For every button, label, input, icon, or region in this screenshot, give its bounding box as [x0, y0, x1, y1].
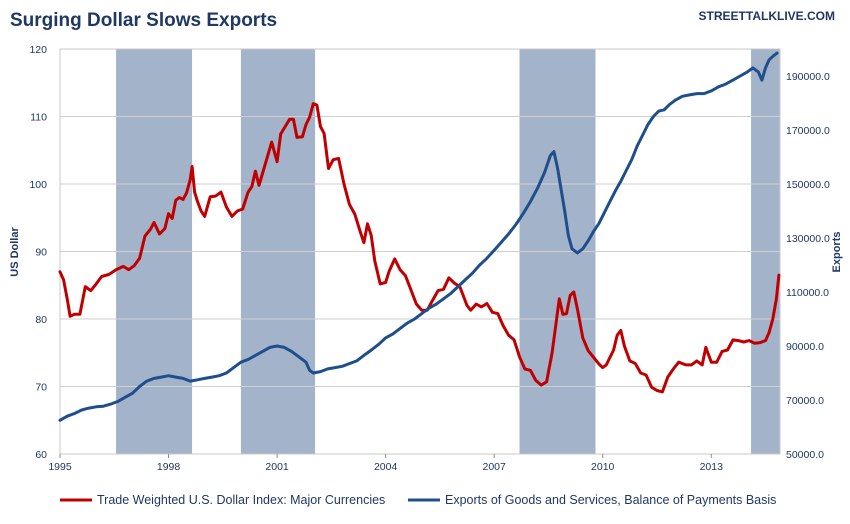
left-axis-title: US Dollar: [9, 227, 21, 277]
series-line-0: [58, 102, 781, 394]
right-tick-label-3: 110000.0: [786, 287, 829, 299]
right-tick-label-5: 150000.0: [786, 179, 830, 191]
right-axis: 50000.0 70000.0 90000.0 110000.0 130000.0 150…: [786, 71, 830, 461]
left-tick-label-0: 60: [35, 449, 47, 461]
right-tick-label-7: 190000.0: [786, 71, 830, 83]
right-axis-title: Exports: [831, 232, 843, 273]
legend: Trade Weighted U.S. Dollar Index: Major …: [60, 493, 776, 507]
left-tick-label-1: 70: [35, 382, 47, 394]
series-lines: [58, 51, 781, 422]
x-tick-label-4: 2007: [482, 461, 506, 473]
right-tick-label-1: 70000.0: [786, 395, 824, 407]
left-tick-label-2: 80: [35, 314, 47, 326]
bottom-axis: 1995 1998 2001 2004 2007 2010 2013: [48, 454, 723, 473]
x-tick-label-0: 1995: [48, 461, 72, 473]
left-tick-label-5: 110: [30, 112, 47, 124]
right-tick-label-0: 50000.0: [786, 449, 824, 461]
left-tick-label-3: 90: [35, 247, 47, 259]
right-tick-label-6: 170000.0: [786, 125, 830, 137]
right-tick-label-4: 130000.0: [786, 233, 830, 245]
chart-title: Surging Dollar Slows Exports: [10, 10, 277, 31]
legend-label-exports: Exports of Goods and Services, Balance o…: [445, 493, 776, 507]
x-tick-label-5: 2010: [591, 461, 615, 473]
series-line-1: [58, 51, 779, 422]
plot-area-frame: [59, 48, 781, 455]
left-tick-label-4: 100: [29, 179, 47, 191]
x-tick-label-2: 2001: [265, 461, 289, 473]
x-tick-label-3: 2004: [374, 461, 398, 473]
x-tick-label-6: 2013: [700, 461, 724, 473]
legend-label-dollar: Trade Weighted U.S. Dollar Index: Major …: [97, 493, 385, 507]
left-tick-label-6: 120: [29, 44, 47, 56]
chart-watermark: STREETTALKLIVE.COM: [699, 9, 835, 23]
left-axis: 60 70 80 90 100 110 120: [29, 44, 47, 461]
x-tick-label-1: 1998: [157, 461, 181, 473]
right-tick-label-2: 90000.0: [786, 341, 824, 353]
